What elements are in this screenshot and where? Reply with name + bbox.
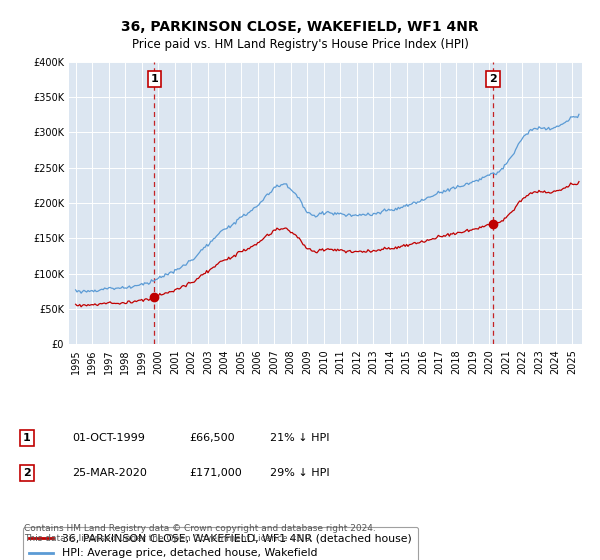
Text: 21% ↓ HPI: 21% ↓ HPI	[270, 433, 329, 443]
Text: 29% ↓ HPI: 29% ↓ HPI	[270, 468, 329, 478]
Text: 01-OCT-1999: 01-OCT-1999	[72, 433, 145, 443]
Text: 2: 2	[489, 74, 497, 84]
Text: Price paid vs. HM Land Registry's House Price Index (HPI): Price paid vs. HM Land Registry's House …	[131, 38, 469, 51]
Text: 1: 1	[151, 74, 158, 84]
Text: £171,000: £171,000	[189, 468, 242, 478]
Text: 36, PARKINSON CLOSE, WAKEFIELD, WF1 4NR: 36, PARKINSON CLOSE, WAKEFIELD, WF1 4NR	[121, 20, 479, 34]
Text: 1: 1	[23, 433, 31, 443]
Text: £66,500: £66,500	[189, 433, 235, 443]
Text: Contains HM Land Registry data © Crown copyright and database right 2024.
This d: Contains HM Land Registry data © Crown c…	[24, 524, 376, 543]
Legend: 36, PARKINSON CLOSE, WAKEFIELD, WF1 4NR (detached house), HPI: Average price, de: 36, PARKINSON CLOSE, WAKEFIELD, WF1 4NR …	[23, 527, 418, 560]
Text: 2: 2	[23, 468, 31, 478]
Text: 25-MAR-2020: 25-MAR-2020	[72, 468, 147, 478]
